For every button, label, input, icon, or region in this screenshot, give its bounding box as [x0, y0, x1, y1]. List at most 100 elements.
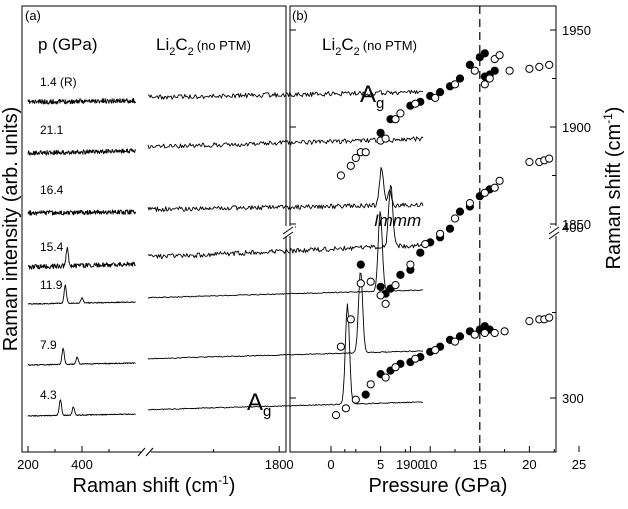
- panel-a-x-tick-label: 200: [17, 457, 39, 472]
- filled-data-point: [396, 270, 405, 279]
- panel-b-axis-break-right: [548, 226, 561, 240]
- open-data-point: [346, 161, 355, 170]
- open-data-point: [391, 363, 400, 372]
- open-data-point: [505, 66, 514, 75]
- panel-a-x-ticks: 200 400 1800 1900: [17, 446, 425, 472]
- filled-data-point: [416, 248, 425, 257]
- open-data-point: [366, 277, 375, 286]
- panel-b-x-axis-label: Pressure (GPa): [369, 475, 508, 497]
- panel-b-x-tick-label: 5: [377, 457, 384, 472]
- pressure-label-11-9: 11.9: [40, 278, 63, 292]
- panel-b-frame: [289, 5, 557, 453]
- open-data-point: [331, 411, 341, 420]
- open-data-point: [490, 328, 499, 338]
- open-data-point: [361, 148, 370, 157]
- panel-b-x-tick-label: 25: [572, 457, 586, 472]
- panel-b-x-tick-label: 15: [473, 457, 487, 472]
- spectrum-11-9: [27, 211, 424, 305]
- open-data-point: [525, 317, 534, 326]
- filled-data-point: [356, 260, 365, 269]
- filled-data-point: [455, 207, 465, 216]
- open-data-point: [470, 330, 479, 339]
- ag-peak-label: Ag: [247, 389, 271, 420]
- spectra-group: [27, 89, 424, 417]
- open-data-point: [525, 157, 534, 167]
- filled-data-point: [376, 128, 385, 137]
- open-data-point: [480, 80, 489, 89]
- pressure-label-4-3: 4.3: [40, 388, 57, 402]
- panel-b-x-tick-label: 20: [522, 457, 536, 472]
- panel-b-y-tick-label: 400: [562, 220, 584, 235]
- filled-data-point: [455, 332, 465, 341]
- open-data-point: [336, 342, 345, 351]
- spectrum-16-4: [27, 167, 424, 216]
- open-data-point: [465, 199, 474, 208]
- pressure-label-1-4-r: 1.4 (R): [40, 75, 77, 89]
- filled-data-point: [480, 49, 489, 58]
- open-data-point: [485, 74, 494, 83]
- open-data-point: [421, 240, 430, 249]
- open-data-point: [431, 346, 440, 355]
- filled-data-point: [490, 66, 499, 75]
- panel-a-x-tick-label: 1800: [265, 457, 294, 472]
- panel-a-label: (a): [25, 8, 41, 23]
- open-data-point: [381, 134, 390, 143]
- open-data-point: [351, 153, 360, 163]
- panel-b-y-tick-label: 300: [562, 391, 584, 406]
- panel-a-frame: [21, 5, 287, 453]
- panel-a-y-axis-label: Raman intensity (arb. units): [0, 107, 22, 352]
- open-data-point: [480, 188, 489, 197]
- panel-b-y-axis-label: Raman shift (cm-1): [601, 107, 625, 270]
- panel-a-sample-label: Li2C2 (no PTM): [156, 35, 251, 58]
- panel-a-x-tick-label: 1900: [396, 457, 425, 472]
- open-data-point: [381, 373, 390, 382]
- open-data-point: [356, 279, 365, 288]
- panel-a-x-axis-label: Raman shift (cm-1): [73, 473, 236, 497]
- open-data-point: [545, 154, 554, 163]
- open-data-point: [396, 109, 405, 118]
- panel-b-y-tick-label: 1950: [562, 23, 591, 38]
- panel-b-y-ticks: 1850 1900 1950 300 400: [290, 23, 591, 406]
- filled-data-point: [376, 282, 385, 291]
- filled-data-point: [465, 60, 474, 70]
- open-data-point: [411, 354, 420, 363]
- panel-a-axis-break: [137, 447, 154, 457]
- open-data-point: [480, 328, 489, 338]
- panel-b-label: (b): [292, 8, 308, 23]
- open-data-point: [545, 313, 554, 322]
- spectrum-7-9: [27, 272, 424, 366]
- spectrum-15-4: [27, 185, 424, 270]
- panel-b-sample-label: Li2C2 (no PTM): [322, 35, 417, 58]
- open-data-point: [525, 64, 534, 73]
- open-data-point: [450, 337, 460, 346]
- immm-phase-label: Immm: [374, 211, 421, 230]
- filled-data-point: [455, 74, 465, 83]
- pressure-label-15-4: 15.4: [40, 240, 64, 254]
- filled-data-point: [361, 390, 370, 399]
- pressure-label-7-9: 7.9: [40, 338, 57, 352]
- open-data-point: [470, 66, 479, 75]
- panel-b-data-points: [331, 49, 554, 420]
- filled-data-point: [445, 224, 455, 233]
- panel-b-axis-break-left: [282, 226, 295, 240]
- panel-b-x-tick-label: 10: [423, 457, 437, 472]
- open-data-point: [376, 291, 385, 300]
- filled-data-point: [436, 88, 445, 97]
- panel-b-pressure-dependence: (b) Li2C2 (no PTM) Ag Immm 0 5 10 15 20 25 185…: [282, 5, 625, 497]
- open-data-point: [450, 214, 460, 223]
- open-data-point: [411, 99, 420, 108]
- pressure-label-21-1: 21.1: [40, 123, 64, 137]
- pressure-legend-header: p (GPa): [38, 35, 98, 54]
- ag-mode-label: Ag: [360, 81, 384, 112]
- open-data-point: [495, 176, 504, 185]
- panel-a-x-tick-label: 400: [71, 457, 93, 472]
- open-data-point: [336, 171, 345, 180]
- pressure-label-16-4: 16.4: [40, 183, 64, 197]
- open-data-point: [535, 62, 544, 72]
- spectra-pressure-labels: 1.4 (R) 21.1 16.4 15.4 11.9 7.9 4.3: [40, 75, 77, 402]
- open-data-point: [391, 115, 400, 124]
- spectrum-1-4-r: [27, 89, 424, 105]
- open-data-point: [381, 299, 390, 308]
- open-data-point: [351, 395, 360, 404]
- open-data-point: [436, 229, 445, 238]
